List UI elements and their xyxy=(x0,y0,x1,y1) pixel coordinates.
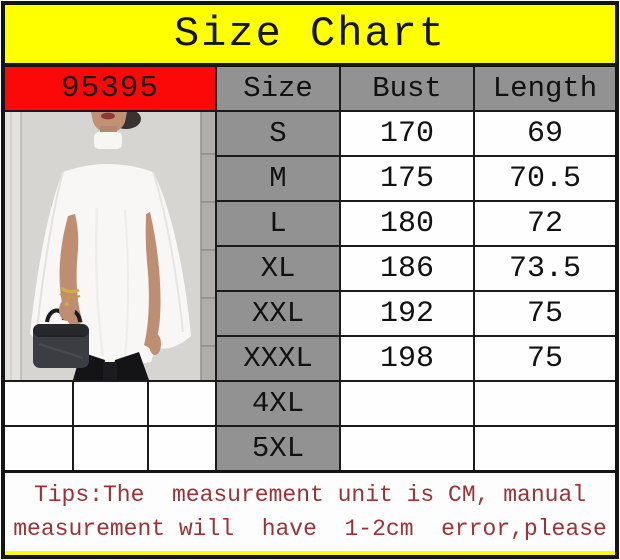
bust-cell-m: 175 xyxy=(341,157,473,200)
bust-cell-xxl: 192 xyxy=(341,292,473,335)
title-band: Size Chart xyxy=(5,5,615,67)
header-size: Size xyxy=(217,67,339,110)
size-cell-xxxl: XXXL xyxy=(217,337,339,380)
header-bust: Bust xyxy=(341,67,473,110)
size-cell-4xl: 4XL xyxy=(217,382,339,425)
length-cell-l: 72 xyxy=(475,202,615,245)
empty-cell xyxy=(74,382,147,425)
size-cell-xxl: XXL xyxy=(217,292,339,335)
size-cell-l: L xyxy=(217,202,339,245)
length-cell-xxl: 75 xyxy=(475,292,615,335)
size-table: 95395 Size Bust Length xyxy=(5,67,615,470)
header-length: Length xyxy=(475,67,615,110)
bust-cell-s: 170 xyxy=(341,112,473,155)
left-empty-cells-row2 xyxy=(5,427,215,470)
length-cell-5xl xyxy=(475,427,615,470)
empty-cell xyxy=(149,427,215,470)
bust-cell-5xl xyxy=(341,427,473,470)
tips-line-1: Tips:The measurement unit is CM, manual xyxy=(33,482,587,508)
length-cell-s: 69 xyxy=(475,112,615,155)
size-cell-s: S xyxy=(217,112,339,155)
bust-cell-xxxl: 198 xyxy=(341,337,473,380)
product-photo-illustration xyxy=(5,112,215,380)
empty-cell xyxy=(5,427,72,470)
length-cell-m: 70.5 xyxy=(475,157,615,200)
length-cell-4xl xyxy=(475,382,615,425)
product-photo xyxy=(5,112,215,380)
length-cell-xl: 73.5 xyxy=(475,247,615,290)
size-cell-xl: XL xyxy=(217,247,339,290)
empty-cell xyxy=(149,382,215,425)
tips-note: Tips:The measurement unit is CM, manual … xyxy=(5,470,615,551)
length-cell-xxxl: 75 xyxy=(475,337,615,380)
bust-cell-4xl xyxy=(341,382,473,425)
size-cell-5xl: 5XL xyxy=(217,427,339,470)
product-code-banner: 95395 xyxy=(5,67,215,110)
page-title: Size Chart xyxy=(173,10,447,58)
empty-cell xyxy=(5,382,72,425)
size-cell-m: M xyxy=(217,157,339,200)
bust-cell-xl: 186 xyxy=(341,247,473,290)
left-empty-cells-row1 xyxy=(5,382,215,425)
empty-cell xyxy=(74,427,147,470)
tips-line-2: measurement will have 1-2cm error,please xyxy=(13,516,607,542)
bust-cell-l: 180 xyxy=(341,202,473,245)
